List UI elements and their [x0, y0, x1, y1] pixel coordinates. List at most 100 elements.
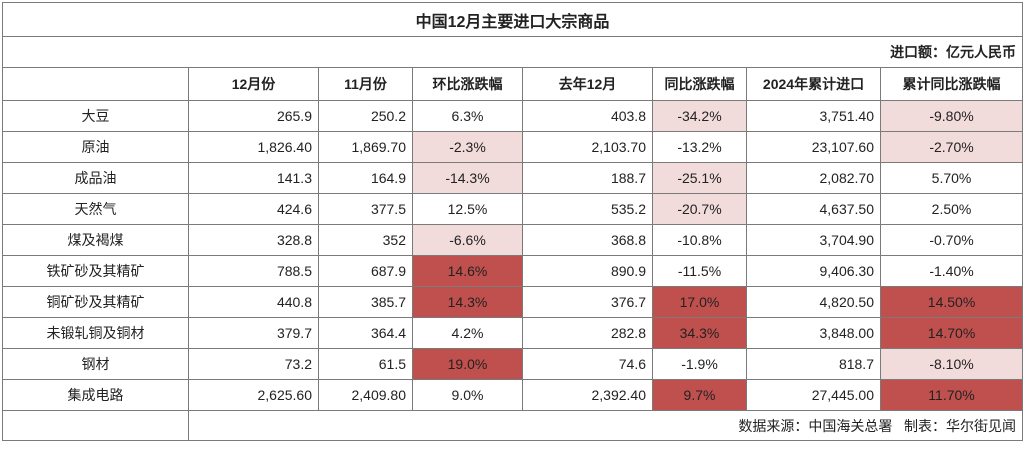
table-row: 成品油 141.3 164.9 -14.3% 188.7 -25.1% 2,082.70 5.…	[2, 162, 1024, 194]
cell-nov: 352	[318, 224, 413, 256]
cell-last-dec: 2,392.40	[522, 379, 653, 411]
cell-ytd-yoy: 5.70%	[879, 162, 1024, 194]
header-cell-yoy: 同比涨跌幅	[652, 67, 747, 101]
cell-ytd: 23,107.60	[746, 131, 881, 163]
header-cell-nov: 11月份	[318, 67, 413, 101]
table-row: 大豆 265.9 250.2 6.3% 403.8 -34.2% 3,751.40 -9.80…	[2, 100, 1024, 132]
cell-mom: 19.0%	[412, 348, 523, 380]
cell-last-dec: 376.7	[522, 286, 653, 318]
cell-ytd: 9,406.30	[746, 255, 881, 287]
header-cell-name	[2, 67, 189, 101]
cell-mom: 9.0%	[412, 379, 523, 411]
cell-yoy: -34.2%	[652, 100, 747, 132]
footer-blank-cell	[2, 410, 189, 441]
row-label: 铁矿砂及其精矿	[2, 255, 189, 287]
cell-yoy: -11.5%	[652, 255, 747, 287]
cell-ytd-yoy: 11.70%	[879, 379, 1024, 411]
cell-mom: 14.3%	[412, 286, 523, 318]
row-label: 未锻轧铜及铜材	[2, 317, 189, 349]
row-label: 钢材	[2, 348, 189, 380]
cell-ytd-yoy: 2.50%	[879, 193, 1024, 225]
cell-mom: -2.3%	[412, 131, 523, 163]
cell-ytd: 2,082.70	[746, 162, 881, 194]
row-label: 煤及褐煤	[2, 224, 189, 256]
cell-yoy: -13.2%	[652, 131, 747, 163]
cell-mom: 12.5%	[412, 193, 523, 225]
cell-ytd: 3,704.90	[746, 224, 881, 256]
title-row: 中国12月主要进口大宗商品	[1, 2, 1024, 37]
cell-mom: -6.6%	[412, 224, 523, 256]
cell-last-dec: 282.8	[522, 317, 653, 349]
cell-mom: 4.2%	[412, 317, 523, 349]
table-row: 铜矿砂及其精矿 440.8 385.7 14.3% 376.7 17.0% 4,820.50…	[2, 286, 1024, 318]
cell-yoy: -20.7%	[652, 193, 747, 225]
cell-ytd-yoy: 14.70%	[879, 317, 1024, 349]
cell-nov: 364.4	[318, 317, 413, 349]
cell-yoy: 17.0%	[652, 286, 747, 318]
commodity-import-table: 中国12月主要进口大宗商品 进口额：亿元人民币 12月份 11月份 环比涨跌幅 …	[1, 2, 1024, 441]
row-label: 原油	[2, 131, 189, 163]
cell-last-dec: 74.6	[522, 348, 653, 380]
unit-row: 进口额：亿元人民币	[1, 36, 1024, 68]
footer-row: 数据来源：中国海关总署 制表：华尔街见闻	[2, 410, 1024, 441]
header-row: 12月份 11月份 环比涨跌幅 去年12月 同比涨跌幅 2024年累计进口 累计…	[2, 67, 1024, 101]
unit-label: 进口额：亿元人民币	[1, 36, 1024, 68]
source-note: 数据来源：中国海关总署 制表：华尔街见闻	[187, 410, 1024, 441]
header-cell-ytd-yoy: 累计同比涨跌幅	[879, 67, 1024, 101]
header-cell-last-dec: 去年12月	[522, 67, 653, 101]
row-label: 集成电路	[2, 379, 189, 411]
cell-ytd-yoy: -8.10%	[879, 348, 1024, 380]
table-body: 中国12月主要进口大宗商品 进口额：亿元人民币 12月份 11月份 环比涨跌幅 …	[1, 2, 1024, 441]
header-cell-ytd: 2024年累计进口	[746, 67, 881, 101]
cell-mom: 14.6%	[412, 255, 523, 287]
table-row: 集成电路 2,625.60 2,409.80 9.0% 2,392.40 9.7% 27,4…	[2, 379, 1024, 411]
cell-dec: 265.9	[188, 100, 319, 132]
cell-mom: 6.3%	[412, 100, 523, 132]
cell-nov: 164.9	[318, 162, 413, 194]
cell-dec: 2,625.60	[188, 379, 319, 411]
cell-nov: 1,869.70	[318, 131, 413, 163]
row-label: 铜矿砂及其精矿	[2, 286, 189, 318]
cell-dec: 1,826.40	[188, 131, 319, 163]
cell-ytd-yoy: -2.70%	[879, 131, 1024, 163]
cell-last-dec: 368.8	[522, 224, 653, 256]
cell-yoy: 34.3%	[652, 317, 747, 349]
cell-ytd-yoy: -1.40%	[879, 255, 1024, 287]
cell-ytd: 4,637.50	[746, 193, 881, 225]
cell-last-dec: 403.8	[522, 100, 653, 132]
cell-ytd-yoy: 14.50%	[879, 286, 1024, 318]
table-title: 中国12月主要进口大宗商品	[1, 2, 1024, 37]
cell-nov: 377.5	[318, 193, 413, 225]
cell-ytd: 3,848.00	[746, 317, 881, 349]
cell-ytd-yoy: -9.80%	[879, 100, 1024, 132]
cell-last-dec: 890.9	[522, 255, 653, 287]
cell-last-dec: 188.7	[522, 162, 653, 194]
table-row: 天然气 424.6 377.5 12.5% 535.2 -20.7% 4,637.50 2.5…	[2, 193, 1024, 225]
cell-ytd: 4,820.50	[746, 286, 881, 318]
table-row: 原油 1,826.40 1,869.70 -2.3% 2,103.70 -13.2% 23,…	[2, 131, 1024, 163]
cell-dec: 440.8	[188, 286, 319, 318]
cell-dec: 424.6	[188, 193, 319, 225]
table-row: 铁矿砂及其精矿 788.5 687.9 14.6% 890.9 -11.5% 9,406.3…	[2, 255, 1024, 287]
header-cell-mom: 环比涨跌幅	[412, 67, 523, 101]
cell-nov: 2,409.80	[318, 379, 413, 411]
cell-dec: 73.2	[188, 348, 319, 380]
cell-nov: 61.5	[318, 348, 413, 380]
table-row: 未锻轧铜及铜材 379.7 364.4 4.2% 282.8 34.3% 3,848.00 1…	[2, 317, 1024, 349]
cell-ytd: 27,445.00	[746, 379, 881, 411]
cell-nov: 385.7	[318, 286, 413, 318]
cell-nov: 687.9	[318, 255, 413, 287]
cell-dec: 788.5	[188, 255, 319, 287]
cell-yoy: -25.1%	[652, 162, 747, 194]
table-row: 钢材 73.2 61.5 19.0% 74.6 -1.9% 818.7 -8.10%	[2, 348, 1024, 380]
cell-last-dec: 2,103.70	[522, 131, 653, 163]
header-cell-dec: 12月份	[188, 67, 319, 101]
row-label: 成品油	[2, 162, 189, 194]
cell-nov: 250.2	[318, 100, 413, 132]
cell-dec: 379.7	[188, 317, 319, 349]
cell-last-dec: 535.2	[522, 193, 653, 225]
cell-ytd: 818.7	[746, 348, 881, 380]
cell-dec: 141.3	[188, 162, 319, 194]
cell-dec: 328.8	[188, 224, 319, 256]
